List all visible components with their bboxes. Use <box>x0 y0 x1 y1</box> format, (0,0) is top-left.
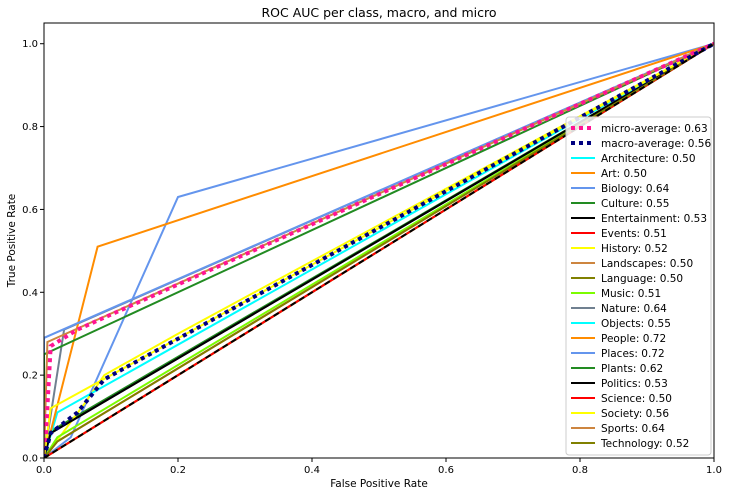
x-tick-label: 0.8 <box>572 465 588 476</box>
legend-label: micro-average: 0.63 <box>601 123 708 135</box>
legend-box <box>565 116 712 456</box>
series-line-plants <box>44 42 714 458</box>
legend-label: Music: 0.51 <box>601 288 661 300</box>
x-tick-label: 1.0 <box>706 465 722 476</box>
x-axis-title: False Positive Rate <box>330 478 428 490</box>
legend-label: Culture: 0.55 <box>601 198 669 210</box>
y-tick-label: 0.8 <box>22 122 38 133</box>
y-tick-label: 0.6 <box>22 205 38 216</box>
x-tick-label: 0.2 <box>170 465 186 476</box>
y-tick-label: 0.2 <box>22 371 38 382</box>
reference-diagonal-line <box>44 42 714 458</box>
legend-label: Society: 0.56 <box>601 408 669 420</box>
y-axis-title: True Positive Rate <box>6 194 18 289</box>
legend-label: Events: 0.51 <box>601 228 667 240</box>
legend-label: Sports: 0.64 <box>601 423 665 435</box>
legend-label: Places: 0.72 <box>601 348 665 360</box>
y-tick-label: 1.0 <box>22 39 38 50</box>
legend-label: Art: 0.50 <box>601 168 647 180</box>
chart-title: ROC AUC per class, macro, and micro <box>261 5 496 20</box>
legend-label: Language: 0.50 <box>601 273 683 285</box>
legend-label: macro-average: 0.56 <box>601 138 711 150</box>
legend-label: Nature: 0.64 <box>601 303 667 315</box>
legend-label: People: 0.72 <box>601 333 666 345</box>
series-line-micro-average <box>44 41 714 458</box>
x-tick-label: 0.6 <box>438 465 454 476</box>
legend-label: Biology: 0.64 <box>601 183 670 195</box>
legend-label: Plants: 0.62 <box>601 363 663 375</box>
y-tick-label: 0.4 <box>22 288 38 299</box>
series-line-macro-average <box>44 41 714 458</box>
axes-frame <box>43 22 715 459</box>
x-tick-label: 0.4 <box>304 465 320 476</box>
x-tick-label: 0.0 <box>36 465 52 476</box>
legend-label: Technology: 0.52 <box>600 438 689 450</box>
legend-label: Politics: 0.53 <box>601 378 668 390</box>
series-group <box>44 41 714 458</box>
series-line-technology <box>44 42 714 458</box>
legend-label: Objects: 0.55 <box>601 318 671 330</box>
legend-label: Landscapes: 0.50 <box>601 258 693 270</box>
y-tick-label: 0.0 <box>22 454 38 465</box>
series-line-places <box>44 42 714 458</box>
legend-label: Architecture: 0.50 <box>601 153 696 165</box>
series-line-people <box>44 42 714 458</box>
series-line-sports <box>44 42 714 458</box>
legend-label: Entertainment: 0.53 <box>601 213 707 225</box>
legend-label: History: 0.52 <box>601 243 668 255</box>
legend-label: Science: 0.50 <box>601 393 672 405</box>
